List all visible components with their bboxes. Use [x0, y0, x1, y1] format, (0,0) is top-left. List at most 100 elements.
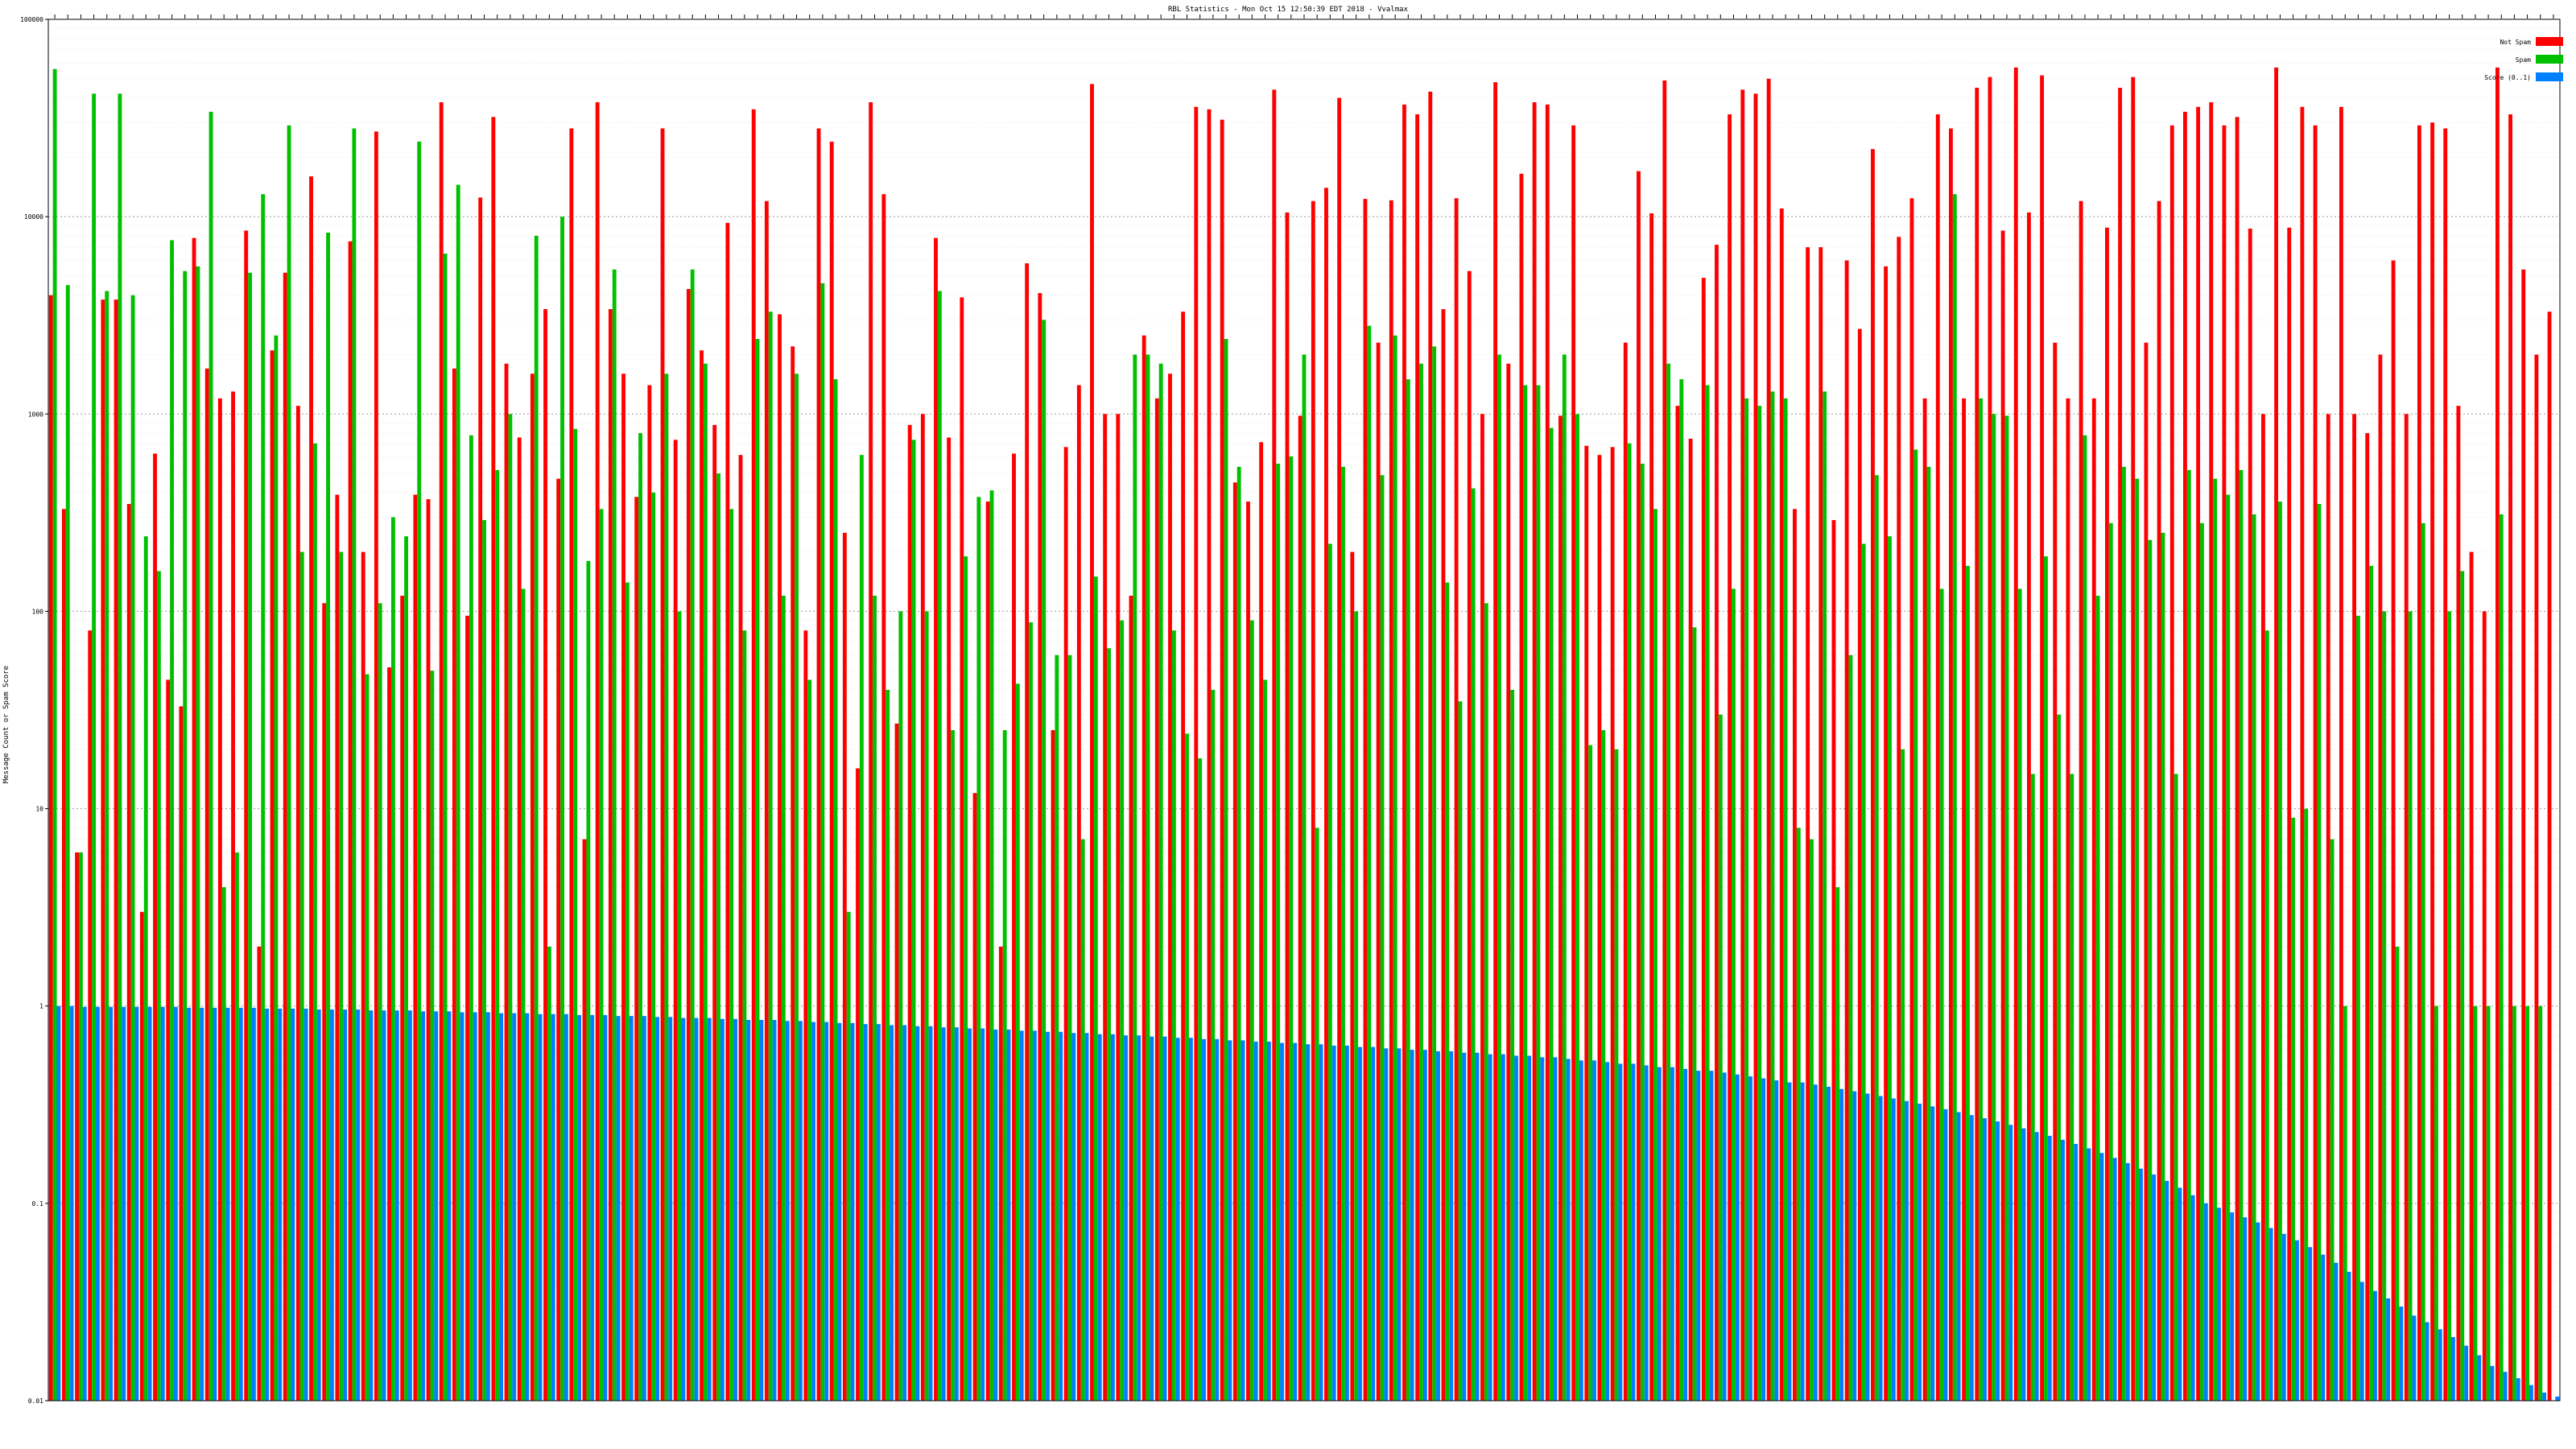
bar-not-spam: [1103, 414, 1108, 1402]
bar-not-spam: [764, 200, 769, 1401]
bar-not-spam: [1766, 78, 1771, 1401]
bar-spam: [2122, 466, 2126, 1401]
bar-spam: [586, 560, 591, 1401]
bar-not-spam: [2326, 414, 2330, 1402]
bar-score: [460, 1012, 464, 1401]
bar-not-spam: [491, 117, 496, 1401]
bar-spam: [755, 339, 760, 1402]
axes: 0.01 0.1 1 10 100 1000 10000 100000: [20, 14, 2561, 1405]
bar-score: [1384, 1048, 1389, 1401]
bar-score: [538, 1013, 543, 1401]
bar-not-spam: [2300, 106, 2305, 1401]
bar-score: [564, 1013, 568, 1401]
y-axis-label: Message Count or Spam Score: [2, 666, 10, 783]
bar-spam: [1732, 588, 1736, 1401]
bar-score: [1449, 1051, 1454, 1401]
bar-spam: [1614, 749, 1619, 1401]
y-tick-label: 1000: [28, 411, 43, 418]
bar-score: [668, 1017, 673, 1401]
bar-spam: [2186, 469, 2191, 1401]
bar-score: [1019, 1030, 1024, 1401]
bar-spam: [690, 269, 695, 1401]
bar-not-spam: [1728, 114, 1732, 1402]
bar-score: [655, 1017, 659, 1401]
bar-score: [56, 1005, 61, 1401]
legend-swatch-spam: [2536, 55, 2563, 64]
bar-score: [1696, 1071, 1701, 1401]
y-tick-label: 100000: [20, 16, 43, 23]
bar-not-spam: [478, 197, 483, 1401]
bar-spam: [183, 270, 188, 1402]
bar-not-spam: [2131, 76, 2136, 1401]
bar-not-spam: [1988, 76, 1992, 1401]
bar-spam: [1861, 543, 1866, 1401]
bar-not-spam: [101, 299, 105, 1402]
bar-not-spam: [725, 222, 730, 1402]
bar-not-spam: [1090, 84, 1094, 1402]
bar-score: [525, 1013, 530, 1401]
bar-score: [1787, 1082, 1792, 1401]
bar-score: [1397, 1048, 1402, 1401]
bar-spam: [898, 611, 903, 1401]
bar-not-spam: [1806, 247, 1810, 1401]
bar-spam: [1874, 475, 1879, 1401]
bar-spam: [612, 269, 617, 1401]
bar-spam: [1549, 427, 1554, 1401]
bar-not-spam: [2378, 354, 2383, 1401]
legend-label-score: Score (0..1): [2484, 74, 2531, 81]
bar-not-spam: [2053, 342, 2058, 1401]
bar-score: [1800, 1082, 1805, 1401]
bar-score: [1983, 1118, 1987, 1401]
bar-score: [2139, 1168, 2143, 1401]
bar-score: [577, 1014, 581, 1401]
bar-not-spam: [1909, 198, 1914, 1401]
bar-not-spam: [1220, 119, 1224, 1401]
bar-not-spam: [647, 385, 652, 1401]
bar-spam: [326, 232, 330, 1402]
bar-score: [1592, 1060, 1596, 1401]
bar-not-spam: [2391, 260, 2396, 1402]
bar-score: [147, 1006, 152, 1401]
bar-not-spam: [947, 437, 952, 1401]
bar-score: [2190, 1195, 2195, 1401]
bar-score: [2359, 1282, 2364, 1401]
bar-score: [2347, 1271, 2351, 1401]
bar-not-spam: [139, 911, 144, 1401]
bar-not-spam: [856, 768, 860, 1401]
bar-not-spam: [348, 241, 353, 1401]
bar-not-spam: [1259, 442, 1264, 1401]
bar-not-spam: [465, 615, 469, 1401]
bar-spam: [1263, 679, 1267, 1401]
bar-spam: [1080, 839, 1085, 1401]
bar-not-spam: [1793, 509, 1797, 1401]
bar-not-spam: [778, 314, 782, 1402]
bar-not-spam: [283, 272, 287, 1402]
bar-score: [1280, 1042, 1284, 1401]
bar-not-spam: [270, 350, 275, 1402]
bar-spam: [208, 111, 213, 1401]
bars: [48, 67, 2560, 1402]
bar-score: [2321, 1254, 2326, 1401]
bar-score: [1631, 1063, 1636, 1401]
bar-not-spam: [1168, 374, 1172, 1401]
bar-not-spam: [1129, 596, 1133, 1401]
bar-score: [1084, 1033, 1089, 1401]
bar-not-spam: [2404, 414, 2409, 1402]
bar-score: [863, 1024, 868, 1401]
bar-spam: [1211, 689, 1216, 1401]
bar-not-spam: [1701, 278, 1706, 1401]
bar-spam: [2004, 415, 2009, 1402]
bar-not-spam: [2339, 106, 2343, 1401]
bar-not-spam: [2430, 122, 2434, 1402]
bar-not-spam: [543, 308, 547, 1402]
bar-not-spam: [1519, 173, 1524, 1401]
bar-spam: [2395, 946, 2400, 1401]
bar-score: [2516, 1378, 2520, 1401]
bar-spam: [742, 630, 747, 1401]
bar-score: [811, 1022, 815, 1401]
bar-score: [1852, 1091, 1857, 1401]
bar-spam: [2304, 808, 2309, 1401]
bar-not-spam: [1285, 212, 1290, 1401]
bar-score: [1709, 1071, 1714, 1401]
bar-not-spam: [2495, 67, 2500, 1401]
